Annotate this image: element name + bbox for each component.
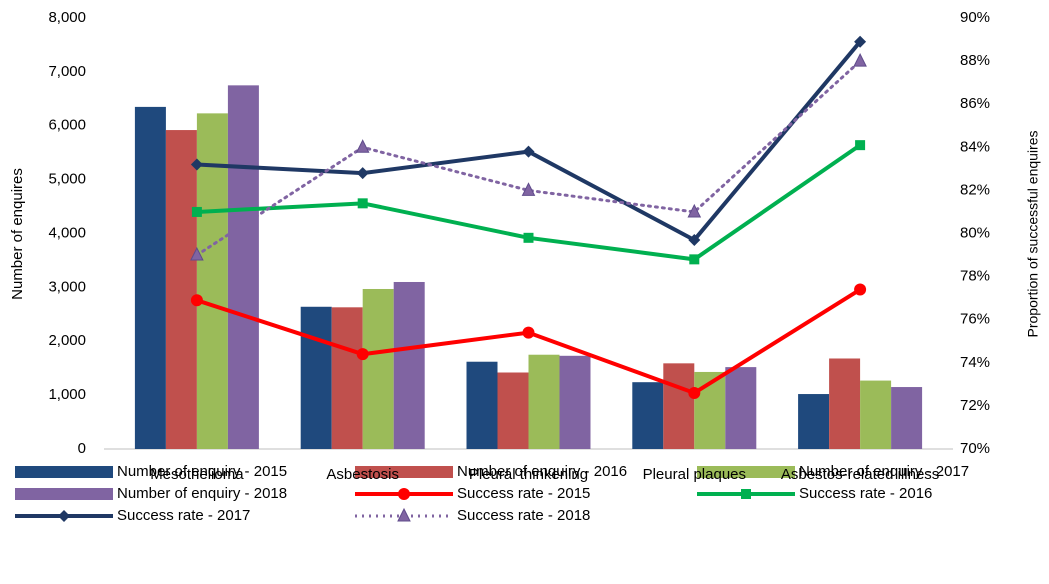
y-tick-label: 8,000	[48, 9, 86, 26]
y2-tick-label: 78%	[960, 268, 990, 285]
line	[195, 59, 862, 257]
bar	[497, 372, 529, 449]
point	[356, 167, 369, 180]
bar	[331, 307, 363, 449]
x-tick-label: Mesothelioma	[150, 466, 244, 483]
y-tick-label: 6,000	[48, 117, 86, 134]
x-tick-label: Pleural thinkening	[468, 466, 589, 483]
point	[522, 145, 535, 158]
y2-tick-label: 70%	[960, 440, 990, 457]
bar	[300, 306, 332, 449]
y-tick-label: 1,000	[48, 386, 86, 403]
legend-marker	[397, 507, 411, 522]
y2-tick-label: 82%	[960, 181, 990, 198]
bar	[362, 288, 394, 449]
point	[190, 294, 203, 307]
bar	[227, 85, 259, 449]
bar	[528, 354, 560, 449]
bar	[829, 358, 861, 449]
y2-tick-label: 80%	[960, 224, 990, 241]
bar	[663, 363, 695, 449]
legend-label: Number of enquiry - 2016	[457, 463, 627, 480]
y-axis-label: Number of enquires	[9, 168, 26, 300]
legend-marker	[398, 488, 410, 500]
point	[854, 35, 867, 48]
bar	[725, 367, 757, 449]
y-tick-label: 3,000	[48, 278, 86, 295]
y2-tick-label: 84%	[960, 138, 990, 155]
y-tick-label: 4,000	[48, 224, 86, 241]
legend-label: Success rate - 2017	[117, 507, 250, 524]
legend-swatch	[697, 466, 795, 478]
legend-swatch	[15, 466, 113, 478]
y2-tick-label: 74%	[960, 354, 990, 371]
line	[194, 39, 863, 243]
y-tick-label: 2,000	[48, 332, 86, 349]
point	[355, 139, 370, 153]
legend-marker	[58, 510, 70, 522]
y2-tick-label: 72%	[960, 397, 990, 414]
point	[522, 326, 535, 339]
bar	[196, 113, 228, 449]
x-tick-label: Asbestosis	[326, 466, 399, 483]
legend-swatch	[355, 466, 453, 478]
y-tick-label: 0	[78, 440, 86, 457]
legend-marker	[741, 489, 751, 499]
x-tick-label: Pleural plaques	[642, 466, 746, 483]
point	[853, 52, 867, 67]
point	[523, 232, 534, 243]
legend-label: Success rate - 2018	[457, 507, 590, 524]
point	[521, 182, 536, 196]
point	[356, 348, 369, 361]
y2-tick-label: 76%	[960, 311, 990, 328]
legend-label: Number of enquiry - 2017	[799, 463, 969, 480]
bar	[165, 130, 197, 449]
point	[190, 246, 204, 261]
legend-label: Success rate - 2015	[457, 485, 590, 502]
bar	[559, 355, 591, 449]
point	[854, 283, 867, 296]
point	[357, 198, 368, 209]
point	[190, 158, 203, 171]
y-tick-label: 5,000	[48, 171, 86, 188]
legend-label: Number of enquiry - 2015	[117, 463, 287, 480]
legend-label: Number of enquiry - 2018	[117, 485, 287, 502]
legend-swatch	[15, 488, 113, 500]
bar	[891, 387, 923, 449]
point	[855, 140, 866, 151]
y2-tick-label: 88%	[960, 52, 990, 69]
point	[687, 203, 702, 218]
y-tick-label: 7,000	[48, 63, 86, 80]
bar	[134, 106, 166, 450]
x-tick-label: Asbestos-related illness	[780, 466, 940, 483]
point	[688, 386, 701, 399]
bar	[393, 281, 425, 449]
bar	[466, 361, 498, 449]
y2-axis-label: Proportion of successful enquires	[1025, 131, 1041, 338]
bar	[632, 382, 664, 449]
point	[688, 233, 701, 246]
y2-tick-label: 90%	[960, 9, 990, 26]
point	[689, 254, 700, 265]
y2-tick-label: 86%	[960, 95, 990, 112]
point	[191, 206, 202, 217]
legend-label: Success rate - 2016	[799, 485, 932, 502]
bar	[798, 394, 830, 449]
bar	[860, 380, 892, 449]
